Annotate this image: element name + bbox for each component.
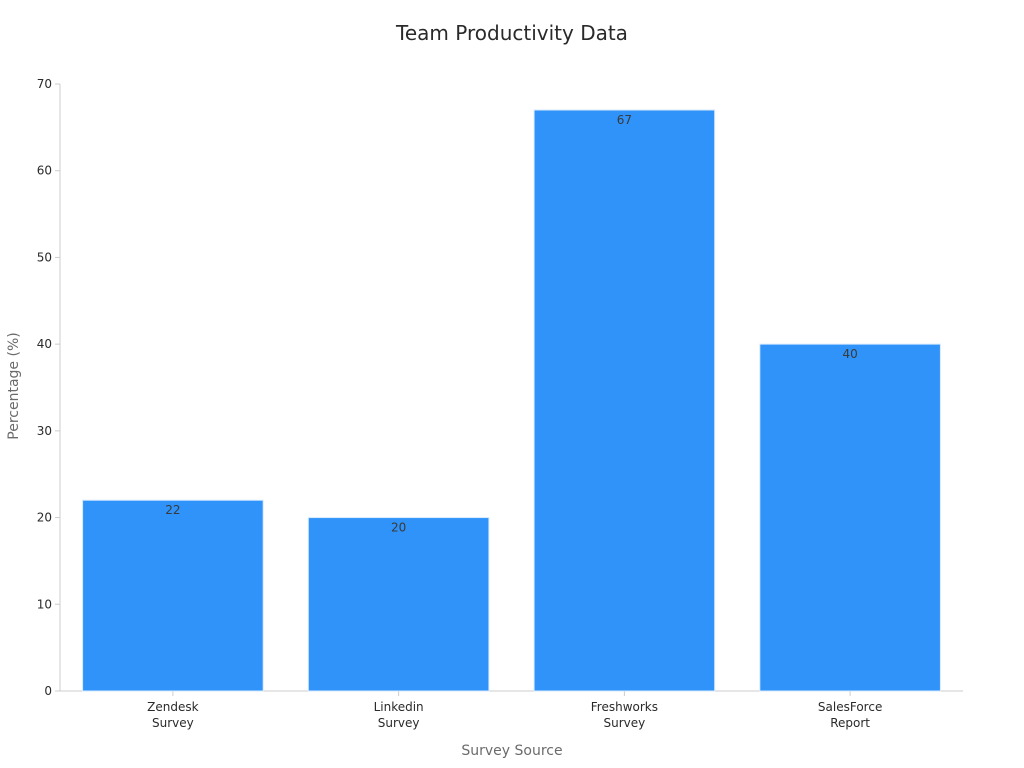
y-axis-title: Percentage (%) bbox=[6, 332, 22, 439]
bar-data-label: 40 bbox=[842, 347, 857, 361]
x-tick-label-line: Linkedin bbox=[374, 700, 424, 714]
x-tick-label-line: SalesForce bbox=[818, 700, 882, 714]
bar-data-label: 20 bbox=[391, 521, 406, 535]
y-tick-label: 50 bbox=[37, 250, 52, 264]
x-tick-label-line: Survey bbox=[152, 716, 194, 730]
x-tick-label-line: Survey bbox=[604, 716, 646, 730]
data-labels: 22 20 67 40 bbox=[165, 113, 858, 535]
bar bbox=[759, 343, 941, 692]
y-tick-label: 40 bbox=[37, 337, 52, 351]
y-tick-label: 60 bbox=[37, 164, 52, 178]
x-tick-label-line: Survey bbox=[378, 716, 420, 730]
y-tick-label: 20 bbox=[37, 511, 52, 525]
bar-series bbox=[82, 109, 941, 692]
x-tick-label: Linkedin Survey bbox=[374, 700, 424, 730]
x-axis-title: Survey Source bbox=[461, 743, 562, 759]
x-tick-label-line: Freshworks bbox=[591, 700, 658, 714]
y-tick-label: 30 bbox=[37, 424, 52, 438]
x-tick-label-line: Zendesk bbox=[147, 700, 198, 714]
x-tick-label: Freshworks Survey bbox=[591, 700, 658, 730]
x-axis: Zendesk Survey Linkedin Survey Freshworks Sur… bbox=[60, 690, 963, 730]
bar bbox=[533, 109, 716, 692]
bar bbox=[82, 499, 264, 692]
bar bbox=[307, 517, 490, 692]
x-tick-label: Zendesk Survey bbox=[147, 700, 198, 730]
x-tick-label-line: Report bbox=[830, 716, 870, 730]
bar-data-label: 22 bbox=[165, 503, 180, 517]
y-tick-label: 0 bbox=[44, 684, 52, 698]
y-axis: 0 10 20 30 40 50 60 70 bbox=[37, 77, 61, 698]
y-tick-label: 10 bbox=[37, 597, 52, 611]
chart-title: Team Productivity Data bbox=[395, 21, 628, 45]
y-tick-label: 70 bbox=[37, 77, 52, 91]
bar-data-label: 67 bbox=[617, 113, 632, 127]
x-tick-label: SalesForce Report bbox=[818, 700, 882, 730]
